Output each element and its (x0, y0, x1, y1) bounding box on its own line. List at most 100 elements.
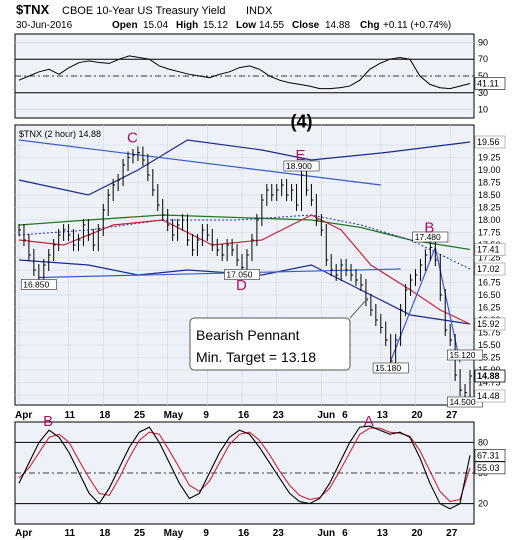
top-oscillator-line (18, 55, 471, 90)
date-label: 30-Jun-2016 (16, 20, 73, 31)
bottom-y-tick: 80 (478, 437, 488, 447)
price-x-tick: 6 (342, 410, 348, 421)
price-y-tick: 17.25 (478, 253, 501, 263)
upper-band-line (18, 139, 471, 196)
bottom-current-box (474, 461, 506, 475)
trendline (18, 139, 381, 186)
bottom-x-tick: 16 (238, 528, 250, 539)
price-point-label-box (372, 362, 409, 374)
price-side-tags: 14.88 19.56 17.41 17.02 15.92 14.48 (474, 135, 506, 403)
open-value: 15.04 (143, 20, 168, 31)
trendline (390, 247, 436, 362)
bottom-x-tick: 27 (446, 528, 458, 539)
price-point-labels: 18.900 17.480 16.850 17.050 15.180 15.120 14.5… (20, 160, 483, 408)
price-y-tick: 16.50 (478, 290, 501, 300)
chg-label: Chg (360, 20, 379, 31)
instrument-name: CBOE 10-Year US Treasury Yield (62, 5, 225, 17)
top-panel-gridlines (15, 42, 474, 110)
lower-band-line (18, 259, 471, 325)
chart-header: $TNX CBOE 10-Year US Treasury Yield INDX… (16, 2, 451, 31)
long-ma-line (18, 214, 471, 251)
high-value: 15.12 (203, 20, 228, 31)
price-panel-title: $TNX (2 hour) 14.88 (19, 129, 101, 139)
price-side-value: 19.56 (477, 137, 500, 147)
price-x-tick: May (164, 410, 184, 421)
price-x-tick: 9 (203, 410, 209, 421)
top-y-tick: 70 (478, 54, 488, 64)
top-y-tick: 10 (478, 105, 488, 115)
price-x-tick: 18 (99, 410, 111, 421)
wave-labels: C E (4) B D (127, 112, 434, 295)
close-value: 14.88 (325, 20, 350, 31)
moving-averages (18, 214, 471, 325)
bottom-x-tick: 6 (342, 528, 348, 539)
bottom-wave-label: A (364, 413, 374, 430)
dotted-ma-line (18, 214, 471, 270)
bottom-x-tick: 25 (134, 528, 146, 539)
bottom-current-value: 67.31 (477, 450, 500, 460)
price-y-tick: 18.25 (478, 203, 501, 213)
price-x-tick: 16 (238, 410, 250, 421)
price-point-label: 17.050 (226, 270, 252, 280)
top-current-value: 41.11 (477, 78, 499, 88)
top-y-tick: 50 (478, 71, 488, 81)
price-y-tick: 17.75 (478, 228, 501, 238)
price-y-tick: 19.00 (478, 165, 501, 175)
price-point-label: 16.850 (23, 280, 49, 290)
price-x-tick: 23 (273, 410, 285, 421)
price-side-value: 14.48 (477, 391, 500, 401)
price-point-label-box (20, 279, 57, 290)
exchange-label: INDX (246, 5, 273, 17)
wave-label: B (424, 220, 434, 237)
ticker-label: $TNX (16, 2, 50, 17)
annotation-line1: Bearish Pennant (196, 327, 300, 343)
price-y-tick: 15.75 (478, 328, 501, 338)
bottom-x-tick: 11 (65, 528, 76, 539)
price-series (18, 146, 472, 399)
price-side-box (474, 317, 506, 331)
price-point-label: 15.120 (449, 350, 475, 360)
price-side-value: 15.92 (477, 319, 500, 329)
price-y-tick: 16.25 (478, 303, 501, 313)
top-y-tick: 30 (478, 88, 488, 98)
close-label: Close (292, 20, 320, 31)
price-x-tick: Apr (15, 410, 32, 421)
pennant-annotation: Bearish Pennant Min. Target = 13.18 (189, 297, 369, 371)
bottom-wave-label: B (43, 413, 53, 430)
bottom-x-tick: Apr (15, 528, 32, 539)
chg-value: +0.11 (+0.74%) (383, 20, 451, 31)
price-point-label-box (447, 349, 483, 361)
bottom-current-box (474, 449, 506, 462)
price-point-label: 17.480 (415, 232, 441, 242)
top-oscillator-path (18, 55, 471, 90)
bottom-panel-gridlines (15, 441, 474, 505)
price-point-label: 18.900 (286, 161, 312, 171)
wave-label: C (127, 130, 138, 147)
bottom-x-ticks: Apr 11 18 25 May 9 16 23 Jun 6 13 20 27 (15, 528, 458, 539)
price-panel: $TNX (2 hour) 14.88 14.5014.7515.0015.25… (14, 112, 506, 421)
annotation-pointer (349, 297, 369, 319)
wave-label: (4) (291, 112, 313, 132)
high-label: High (176, 20, 198, 31)
trendlines (18, 139, 461, 363)
bottom-current-tags: 67.31 55.03 (474, 449, 506, 475)
price-point-label-box (283, 160, 320, 172)
price-y-tick: 18.00 (478, 215, 501, 225)
low-value: 14.55 (259, 20, 284, 31)
price-x-ticks: Apr 11 18 25 May 9 16 23 Jun 6 13 20 27 (15, 410, 458, 421)
price-x-tick: Jun (317, 410, 335, 421)
price-y-tick: 15.25 (478, 353, 501, 363)
bottom-current-value: 55.03 (477, 463, 500, 473)
price-x-tick: 25 (134, 410, 146, 421)
top-current-box (474, 77, 506, 90)
trendline (434, 247, 461, 363)
bottom-x-tick: 20 (411, 528, 423, 539)
bottom-fast-line (18, 425, 471, 510)
price-point-label-box (412, 231, 449, 243)
bottom-oscillator-lines (18, 425, 471, 510)
top-y-tick: 90 (478, 37, 488, 47)
price-y-tick: 14.75 (478, 378, 501, 388)
